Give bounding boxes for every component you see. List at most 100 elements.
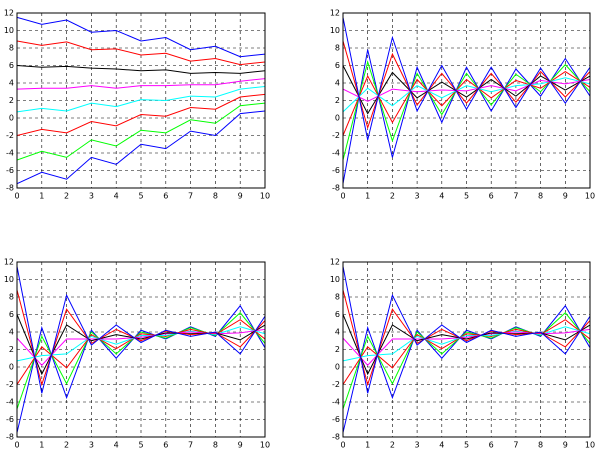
x-tick-label: 3 <box>415 192 420 201</box>
x-tick-label: 7 <box>513 192 518 201</box>
x-tick-label: 6 <box>489 192 494 201</box>
y-tick-label: 4 <box>9 79 14 88</box>
x-tick-label: 6 <box>163 192 168 201</box>
x-tick-label: 1 <box>39 192 44 201</box>
x-tick-label: 8 <box>213 192 218 201</box>
x-tick-label: 7 <box>188 192 193 201</box>
x-tick-label: 6 <box>163 441 168 450</box>
y-tick-label: 0 <box>9 114 14 123</box>
x-tick-label: 5 <box>138 192 143 201</box>
y-tick-label: 0 <box>335 114 340 123</box>
x-tick-label: 0 <box>14 441 19 450</box>
y-tick-label: 6 <box>335 310 340 319</box>
y-tick-label: 4 <box>335 79 340 88</box>
axes-frame <box>16 12 266 189</box>
y-tick-label: -2 <box>332 380 340 389</box>
series-line <box>17 326 265 362</box>
y-tick-label: 12 <box>330 258 340 267</box>
series-line <box>343 312 590 410</box>
y-tick-label: 0 <box>335 363 340 372</box>
series-line <box>343 71 590 136</box>
series-line <box>343 304 590 433</box>
y-tick-label: -8 <box>332 184 340 193</box>
x-tick-label: 0 <box>340 192 345 201</box>
y-tick-label: 6 <box>9 61 14 70</box>
series-line <box>17 289 265 387</box>
y-tick-label: 2 <box>9 345 14 354</box>
series-line <box>343 17 590 140</box>
series-line <box>17 314 265 376</box>
x-tick-label: 4 <box>439 192 444 201</box>
y-tick-label: -6 <box>6 415 14 424</box>
y-tick-label: -8 <box>332 433 340 442</box>
y-tick-label: 6 <box>335 61 340 70</box>
x-tick-label: 7 <box>188 441 193 450</box>
y-tick-label: 4 <box>9 328 14 337</box>
y-tick-label: 10 <box>330 26 340 35</box>
x-tick-label: 4 <box>114 192 119 201</box>
x-tick-label: 10 <box>585 192 595 201</box>
axes-frame <box>342 12 591 189</box>
y-tick-label: -8 <box>6 433 14 442</box>
y-tick-label: -2 <box>332 131 340 140</box>
x-tick-label: 9 <box>563 192 568 201</box>
x-tick-label: 5 <box>464 192 469 201</box>
axes-frame <box>342 261 591 438</box>
y-tick-label: -6 <box>6 166 14 175</box>
lines <box>343 17 590 184</box>
series-line <box>17 266 265 394</box>
series-line <box>17 328 265 366</box>
x-tick-label: 9 <box>563 441 568 450</box>
y-tick-label: 12 <box>330 9 340 18</box>
series-line <box>17 110 265 185</box>
lines <box>343 266 590 433</box>
y-tick-label: 10 <box>4 275 14 284</box>
series-line <box>343 266 590 394</box>
y-tick-label: -4 <box>332 149 340 158</box>
x-tick-label: 0 <box>14 192 19 201</box>
y-tick-label: 10 <box>4 26 14 35</box>
series-line <box>17 304 265 433</box>
series-line <box>343 326 590 362</box>
y-tick-label: -8 <box>6 184 14 193</box>
series-line <box>343 319 590 385</box>
y-tick-label: 12 <box>4 258 14 267</box>
x-tick-label: 10 <box>260 441 270 450</box>
y-tick-label: 8 <box>335 293 340 302</box>
y-tick-label: -6 <box>332 415 340 424</box>
x-tick-label: 4 <box>114 441 119 450</box>
x-tick-label: 9 <box>238 441 243 450</box>
x-tick-label: 8 <box>538 192 543 201</box>
x-tick-label: 2 <box>64 192 69 201</box>
y-tick-label: -4 <box>332 398 340 407</box>
x-tick-label: 4 <box>439 441 444 450</box>
y-tick-label: 8 <box>9 44 14 53</box>
x-tick-label: 1 <box>365 441 370 450</box>
series-line <box>17 312 265 410</box>
series-line <box>17 102 265 161</box>
y-tick-label: -4 <box>6 149 14 158</box>
series-line <box>17 65 265 74</box>
x-tick-label: 2 <box>390 441 395 450</box>
series-line <box>343 328 590 366</box>
series-line <box>343 314 590 376</box>
series-line <box>343 289 590 387</box>
y-tick-label: 4 <box>335 328 340 337</box>
x-tick-label: 3 <box>415 441 420 450</box>
x-tick-label: 3 <box>89 441 94 450</box>
x-tick-label: 10 <box>260 192 270 201</box>
x-tick-label: 10 <box>585 441 595 450</box>
y-tick-label: 10 <box>330 275 340 284</box>
lines <box>17 266 265 433</box>
series-line <box>17 86 265 113</box>
x-tick-label: 1 <box>365 192 370 201</box>
x-tick-label: 2 <box>390 192 395 201</box>
x-tick-label: 9 <box>238 192 243 201</box>
axes-frame <box>16 261 266 438</box>
x-tick-label: 6 <box>489 441 494 450</box>
